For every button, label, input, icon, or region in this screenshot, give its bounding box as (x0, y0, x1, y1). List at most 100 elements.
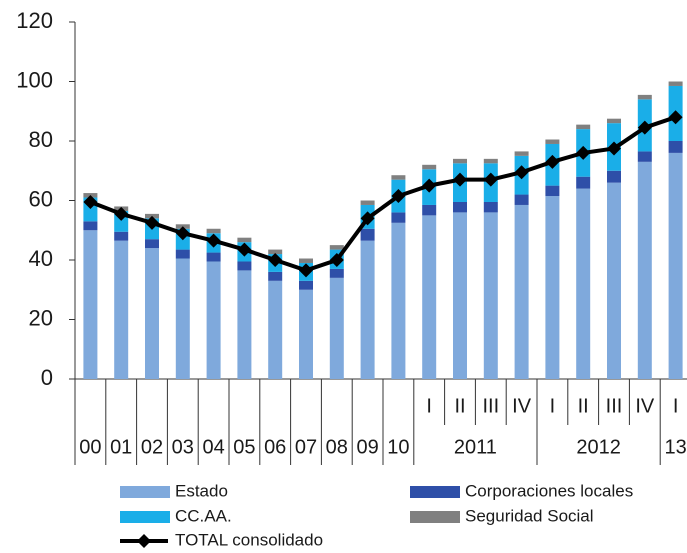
line-marker (637, 120, 652, 135)
legend-label: Seguridad Social (465, 506, 594, 525)
legend-label: TOTAL consolidado (175, 530, 323, 549)
bar-segment (514, 204, 529, 379)
bar-segment (299, 258, 313, 263)
y-tick-label: 100 (16, 67, 53, 92)
x-tick-label: III (606, 395, 623, 417)
y-tick-label: 40 (29, 246, 53, 271)
line-marker (206, 233, 221, 248)
bar-segment (514, 194, 529, 205)
x-group-label: 06 (264, 436, 286, 458)
x-group-label: 07 (295, 436, 317, 458)
bar-segment (114, 240, 129, 379)
x-group-label: 05 (233, 436, 255, 458)
bar-segment (268, 280, 283, 379)
legend-marker (137, 534, 151, 548)
bar-segment (360, 228, 375, 241)
bar-segment (268, 271, 283, 281)
bar-segment (83, 221, 98, 231)
x-tick-label: I (426, 395, 432, 417)
x-tick-label: IV (512, 395, 532, 417)
legend-swatch (410, 486, 460, 498)
line-marker (422, 178, 437, 193)
bar-segment (453, 212, 467, 379)
line-marker (237, 242, 252, 257)
x-tick-label: I (550, 395, 556, 417)
bar-segment (545, 139, 560, 144)
bar-segment (237, 237, 252, 243)
legend-label: Corporaciones locales (465, 481, 633, 500)
bar-segment (422, 204, 437, 216)
line-marker (145, 215, 159, 230)
bar-segment (175, 249, 190, 259)
legend-swatch (410, 511, 460, 523)
bar-segment (514, 151, 529, 156)
bar-segment (206, 252, 221, 262)
line-marker (268, 253, 283, 267)
line-marker (329, 253, 344, 267)
x-tick-label: IV (635, 395, 655, 417)
legend-swatch (120, 486, 170, 498)
bar-segment (422, 164, 437, 170)
bar-segment (607, 170, 621, 183)
bar-segment (175, 258, 190, 379)
bar-segment (391, 212, 406, 223)
bar-segment (668, 152, 683, 379)
x-group-label: 13 (664, 436, 686, 458)
bar-segment (483, 158, 498, 164)
bar-segment (114, 231, 129, 241)
legend-label: Estado (175, 481, 228, 500)
bar-segment (206, 261, 221, 379)
line-marker (360, 211, 375, 226)
bar-segment (329, 277, 344, 379)
line-marker (514, 165, 529, 180)
x-group-label: 02 (141, 436, 163, 458)
legend-label: CC.AA. (175, 506, 232, 525)
bar-segment (576, 176, 591, 189)
bar-segment (483, 201, 498, 213)
bar-segment (237, 261, 252, 271)
bar-segment (453, 158, 467, 164)
bar-segment (83, 230, 98, 379)
bar-segment (145, 248, 159, 379)
y-tick-label: 20 (29, 305, 53, 330)
bar-segment (329, 245, 344, 250)
line-marker (299, 263, 313, 278)
x-tick-label: II (454, 395, 465, 417)
x-group-label: 03 (172, 436, 194, 458)
bar-segment (145, 239, 159, 249)
line-marker (114, 206, 129, 221)
x-group-label: 2011 (454, 436, 497, 458)
line-marker (391, 189, 406, 204)
bar-segment (545, 185, 560, 197)
bar-segment (206, 228, 221, 234)
x-tick-label: III (482, 395, 499, 417)
bar-segment (422, 215, 437, 379)
bar-segment (237, 270, 252, 379)
bar-segment (391, 222, 406, 379)
x-group-label: 2012 (576, 436, 621, 458)
bar-segment (329, 268, 344, 278)
line-marker (545, 154, 560, 169)
legend-swatch (120, 511, 170, 523)
bar-segment (268, 249, 283, 255)
bar-segment (545, 196, 560, 379)
line-marker (576, 145, 591, 160)
bar-segment (299, 289, 313, 379)
x-group-label: 01 (110, 436, 132, 458)
y-tick-label: 0 (41, 365, 53, 390)
x-group-label: 09 (356, 436, 378, 458)
bar-segment (637, 94, 652, 100)
x-group-label: 04 (202, 436, 224, 458)
line-marker (668, 110, 683, 125)
line-marker (607, 141, 621, 156)
x-tick-label: I (673, 395, 679, 417)
bar-segment (668, 141, 683, 153)
y-tick-label: 60 (29, 186, 53, 211)
bar-segment (668, 81, 683, 86)
line-marker (453, 172, 467, 187)
bar-segment (607, 118, 621, 124)
y-tick-label: 120 (16, 8, 53, 33)
bar-segment (483, 212, 498, 379)
bar-segment (607, 182, 621, 379)
